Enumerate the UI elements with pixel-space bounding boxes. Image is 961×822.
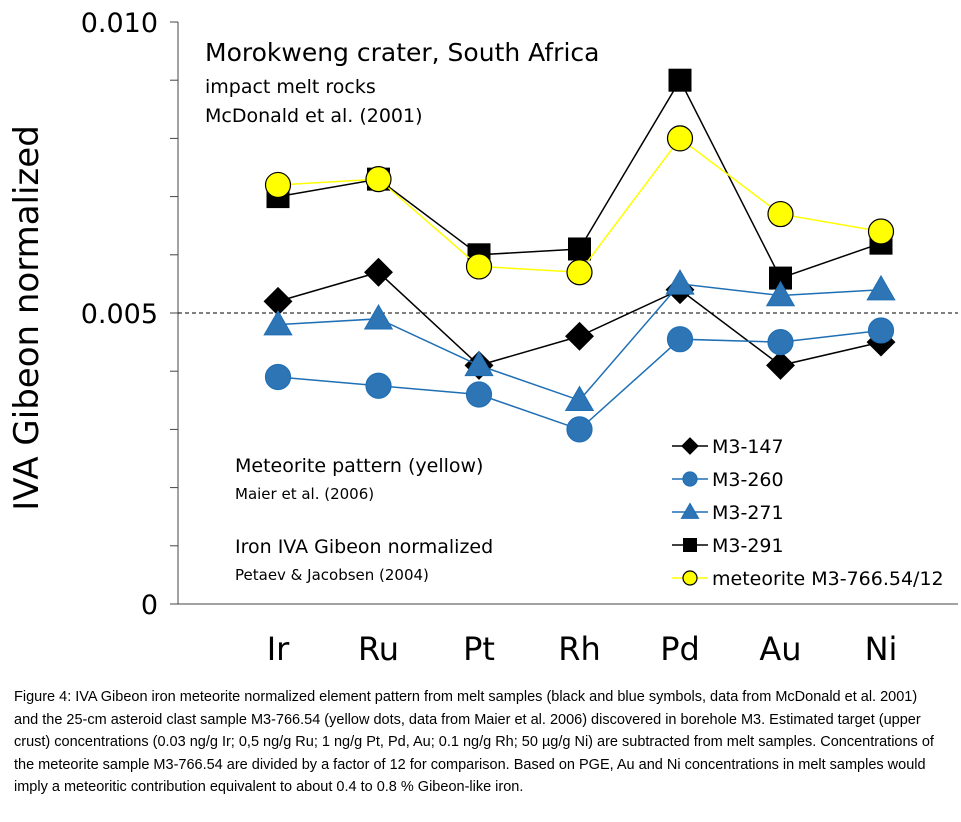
x-tick-label: Ir — [267, 630, 290, 668]
data-point — [668, 68, 692, 92]
iron-normalized-label: Iron IVA Gibeon normalized — [235, 536, 493, 558]
axes: 0.010 0.005 0 Ir Ru Pt Rh Pd Au Ni — [81, 8, 958, 668]
legend: M3-147 M3-260 M3-271 M3-291 meteorite M3-766… — [672, 436, 944, 590]
legend-marker — [681, 437, 699, 455]
data-point — [568, 237, 591, 261]
x-tick-label: Au — [759, 630, 801, 668]
meteorite-pattern-label: Meteorite pattern (yellow) — [235, 455, 483, 477]
data-point — [765, 280, 796, 307]
data-point — [364, 257, 393, 287]
legend-marker — [680, 502, 700, 519]
legend-marker — [682, 570, 698, 586]
legend-label: M3-271 — [712, 502, 784, 524]
data-point — [363, 304, 394, 330]
meteorite-source: Maier et al. (2006) — [235, 485, 374, 503]
data-point — [767, 200, 794, 228]
y-tick-label: 0.010 — [81, 8, 158, 39]
data-point — [866, 274, 896, 301]
data-point — [766, 350, 795, 380]
x-tick-label: Ru — [358, 630, 399, 668]
data-point — [867, 317, 895, 344]
legend-item: M3-147 — [672, 436, 784, 458]
data-point — [264, 171, 292, 199]
legend-label: meteorite M3-766.54/12 — [712, 568, 944, 590]
legend-label: M3-147 — [712, 436, 784, 458]
data-point — [263, 309, 293, 336]
legend-marker — [683, 538, 697, 552]
data-point — [566, 259, 593, 286]
data-point — [465, 253, 493, 280]
legend-item: M3-291 — [672, 535, 784, 557]
series-m3-271 — [263, 269, 896, 411]
data-point — [767, 329, 794, 356]
melt-source: McDonald et al. (2001) — [205, 105, 423, 127]
data-point — [666, 326, 694, 353]
data-point — [867, 218, 895, 245]
legend-label: M3-260 — [712, 469, 784, 491]
x-tick-label: Ni — [865, 630, 898, 668]
y-tick-label: 0.005 — [81, 299, 158, 330]
chart-subtitle: impact melt rocks — [205, 76, 376, 98]
x-tick-label: Pt — [463, 630, 495, 668]
data-point — [566, 416, 593, 443]
legend-marker — [682, 471, 698, 487]
y-axis-label: IVA Gibeon normalized — [7, 125, 47, 511]
data-point — [464, 350, 494, 377]
data-point — [365, 372, 392, 399]
data-point — [564, 385, 595, 411]
data-point — [465, 381, 493, 408]
legend-item: meteorite M3-766.54/12 — [672, 568, 944, 590]
data-point — [665, 269, 695, 295]
series-layer — [263, 68, 896, 443]
legend-label: M3-291 — [712, 535, 784, 557]
legend-item: M3-271 — [672, 502, 784, 524]
series-m3-260 — [264, 317, 895, 443]
data-point — [565, 321, 594, 351]
x-tick-label: Pd — [660, 630, 700, 668]
x-tick-label: Rh — [558, 630, 601, 668]
chart-title: Morokweng crater, South Africa — [205, 38, 599, 67]
series-meteorite-m3-766-54-12 — [264, 125, 895, 286]
figure-caption: Figure 4: IVA Gibeon iron meteorite norm… — [14, 689, 934, 795]
y-tick-label: 0 — [141, 590, 158, 621]
data-point — [264, 363, 292, 391]
data-point — [666, 125, 694, 152]
series-m3-291 — [266, 68, 893, 290]
data-point — [365, 166, 392, 193]
iron-source: Petaev & Jacobsen (2004) — [235, 566, 429, 584]
legend-item: M3-260 — [672, 469, 784, 491]
